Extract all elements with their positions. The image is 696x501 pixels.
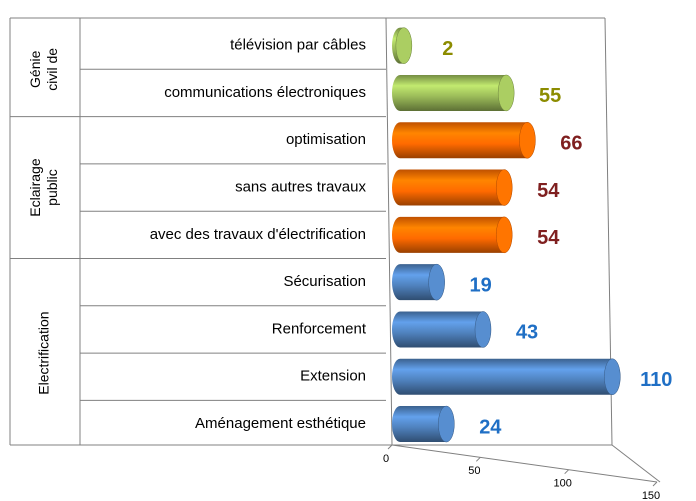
category-label: Aménagement esthétique [195, 415, 366, 432]
bar [392, 358, 621, 395]
bar-body [392, 74, 515, 111]
group-label: civil de [44, 48, 60, 91]
group-label: public [44, 169, 60, 206]
value-label: 2 [442, 38, 453, 60]
bar-cap [474, 311, 492, 348]
x-tick-label: 50 [468, 465, 480, 477]
bar [392, 405, 455, 443]
bar-cap [395, 27, 413, 64]
floor-right-edge [611, 444, 661, 483]
bar-body [392, 311, 491, 348]
bar-cap [438, 405, 455, 443]
bar-body [392, 216, 513, 253]
bar-cap [495, 216, 513, 254]
bar-body [392, 358, 621, 395]
value-label: 55 [539, 85, 561, 107]
x-tick [475, 456, 481, 462]
bar [392, 169, 513, 206]
bar-body [392, 122, 536, 159]
bar-body [392, 169, 513, 206]
group-label: Génie [27, 50, 43, 88]
x-tick [564, 469, 570, 475]
category-label: optimisation [286, 131, 366, 148]
bar-cap [497, 74, 515, 112]
category-label: sans autres travaux [235, 179, 366, 196]
back-wall-edge [385, 17, 393, 446]
group-label: Eclairage [27, 158, 43, 217]
value-label: 110 [640, 369, 672, 391]
bar [392, 74, 515, 112]
value-label: 54 [537, 227, 560, 249]
bar [392, 311, 492, 348]
x-tick-label: 0 [383, 453, 389, 465]
group-label: Electrification [36, 311, 52, 394]
value-label: 66 [560, 133, 582, 155]
value-label: 24 [479, 416, 502, 438]
x-axis [391, 444, 658, 483]
bar-cap [519, 122, 536, 159]
bar [392, 263, 445, 301]
x-tick [387, 444, 393, 450]
category-label: Renforcement [272, 320, 367, 337]
x-tick-label: 150 [642, 490, 660, 501]
x-tick [652, 481, 658, 487]
category-label: Sécurisation [283, 273, 366, 290]
bar-cap [495, 169, 513, 206]
category-label: communications électroniques [164, 84, 366, 101]
x-tick-label: 100 [553, 478, 571, 490]
bar-body [392, 406, 455, 443]
bar [392, 122, 536, 159]
category-label: avec des travaux d'électrification [150, 226, 366, 243]
category-label: Extension [300, 368, 366, 385]
bar [392, 216, 513, 254]
bar [392, 27, 413, 64]
value-label: 19 [470, 274, 492, 296]
bar-cap [428, 263, 445, 301]
category-label: télévision par câbles [230, 37, 366, 54]
value-label: 54 [537, 180, 560, 202]
value-label: 43 [516, 322, 538, 344]
bar-cap [604, 358, 621, 395]
